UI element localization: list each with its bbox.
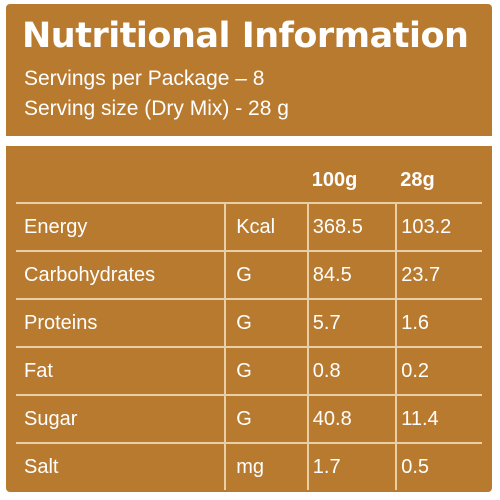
nutrient-name: Sugar (16, 394, 226, 443)
value-per-28g: 103.2 (395, 202, 482, 251)
value-per-100g: 5.7 (306, 298, 397, 347)
serving-size: Serving size (Dry Mix) - 28 g (24, 97, 289, 120)
nutrient-name: Proteins (16, 298, 226, 347)
nutrient-name: Salt (16, 442, 226, 490)
nutrient-unit: G (224, 346, 308, 395)
panel-title: Nutritional Information (22, 16, 469, 56)
header-nutrient (16, 158, 225, 203)
table-row: Sugar G 40.8 11.4 (16, 394, 482, 443)
value-per-28g: 23.7 (395, 250, 482, 299)
value-per-100g: 1.7 (306, 442, 397, 490)
table-header-row: 100g 28g (16, 158, 482, 203)
table-row: Proteins G 5.7 1.6 (16, 298, 482, 347)
nutrient-unit: G (224, 298, 308, 347)
nutrient-unit: Kcal (224, 202, 308, 251)
value-per-100g: 0.8 (306, 346, 397, 395)
table-row: Fat G 0.8 0.2 (16, 346, 482, 395)
nutrient-unit: G (224, 394, 308, 443)
nutrient-unit: mg (224, 442, 308, 490)
value-per-28g: 1.6 (395, 298, 482, 347)
divider (6, 136, 492, 146)
nutrient-unit: G (224, 250, 308, 299)
value-per-100g: 84.5 (306, 250, 397, 299)
nutrition-table: 100g 28g Energy Kcal 368.5 103.2 Carbohy… (16, 158, 482, 490)
servings-per-package: Servings per Package – 8 (24, 67, 265, 90)
nutrient-name: Energy (16, 202, 226, 251)
nutrient-name: Carbohydrates (16, 250, 226, 299)
header-per-100g: 100g (311, 168, 358, 191)
header-unit (225, 158, 308, 203)
nutrient-name: Fat (16, 346, 226, 395)
table-row: Salt mg 1.7 0.5 (16, 442, 482, 490)
header-per-28g: 28g (400, 168, 435, 191)
value-per-100g: 40.8 (306, 394, 397, 443)
value-per-28g: 0.2 (395, 346, 482, 395)
value-per-100g: 368.5 (306, 202, 397, 251)
nutrition-panel: Nutritional Information Servings per Pac… (6, 4, 492, 492)
table-row: Carbohydrates G 84.5 23.7 (16, 250, 482, 299)
value-per-28g: 0.5 (395, 442, 482, 490)
table-row: Energy Kcal 368.5 103.2 (16, 202, 482, 251)
value-per-28g: 11.4 (395, 394, 482, 443)
